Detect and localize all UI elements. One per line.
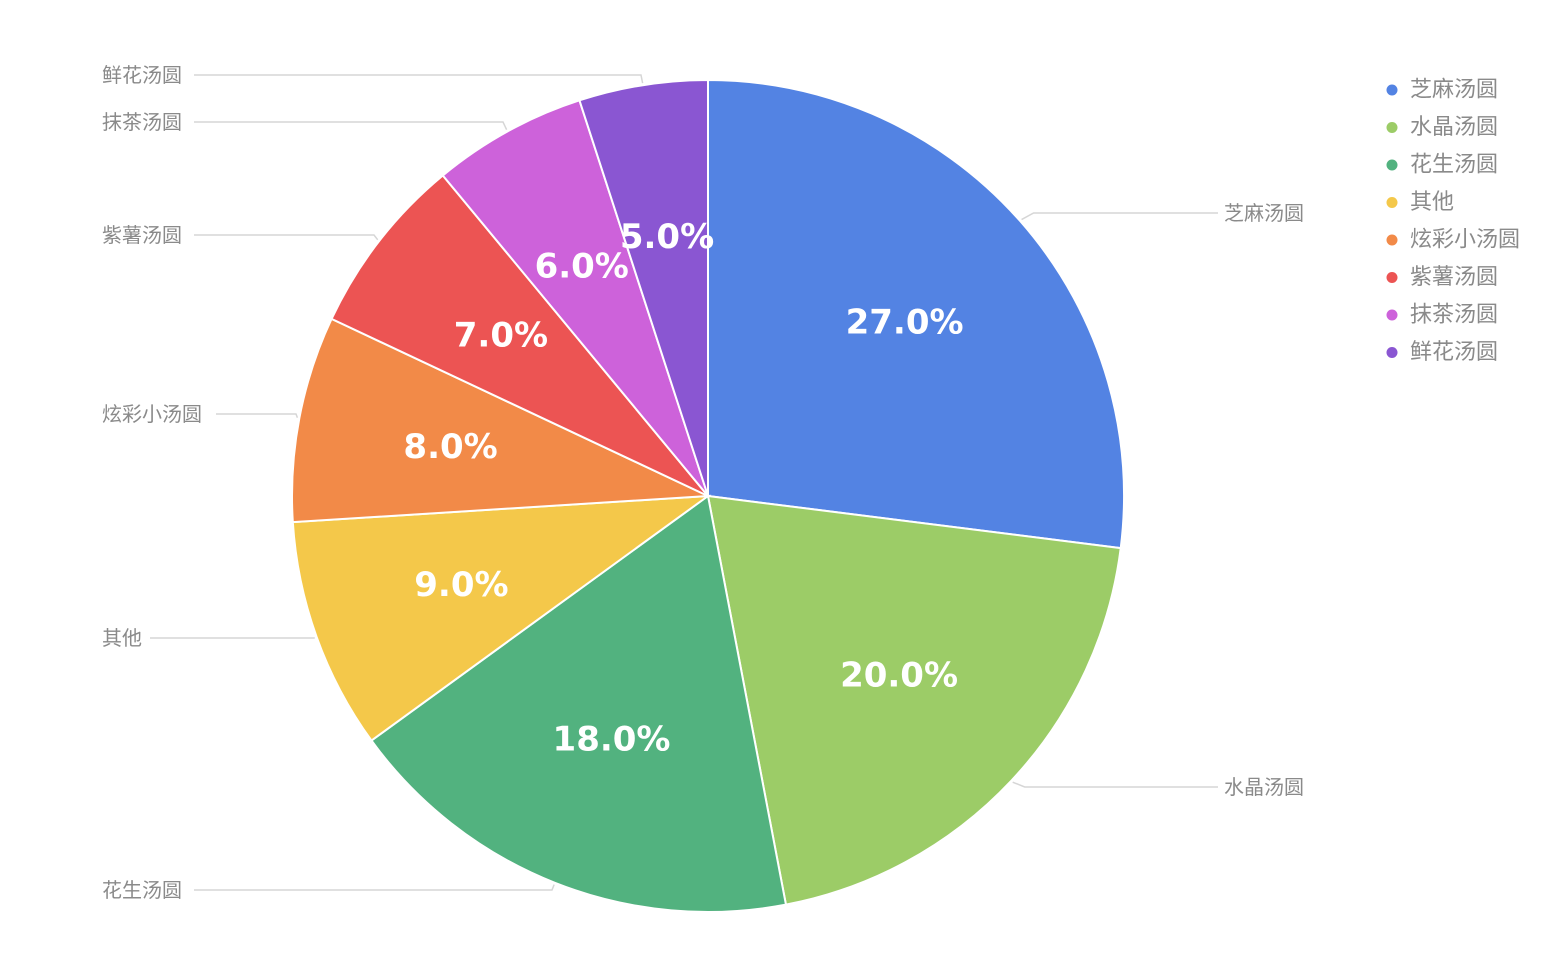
legend-item-label[interactable]: 炫彩小汤圆 [1410, 228, 1520, 253]
legend-item-label[interactable]: 鲜花汤圆 [1410, 340, 1498, 365]
pie-slice-4 [291, 494, 712, 742]
pie-value-label: 6.0% [535, 246, 629, 286]
legend-marker [1386, 159, 1398, 171]
callout-label: 花生汤圆 [102, 878, 182, 902]
pie-slice-7 [441, 99, 709, 497]
legend-marker [1386, 347, 1398, 358]
callout-label: 紫薯汤圆 [102, 223, 182, 247]
legend-marker [1386, 197, 1398, 208]
legend-item-label[interactable]: 抹茶汤圆 [1410, 303, 1498, 328]
callout-line [194, 74, 644, 84]
callout-label: 芝麻汤圆 [1224, 201, 1304, 225]
legend-item-label[interactable]: 其他 [1410, 190, 1454, 215]
callout-label: 鲜花汤圆 [102, 63, 182, 87]
callout-line [194, 234, 379, 241]
callout-label: 抹茶汤圆 [102, 110, 182, 134]
pie-slices [291, 78, 1125, 913]
pie-value-label: 7.0% [454, 315, 548, 355]
legend-item-label[interactable]: 花生汤圆 [1410, 153, 1498, 178]
percentage-labels: 27.0% 20.0% 18.0% 9.0% 8.0% 7.0% 6.0%5.0% [403, 217, 963, 760]
callout-line [1021, 212, 1218, 221]
callout-line [216, 413, 299, 418]
legend-marker [1386, 122, 1398, 133]
callout-label: 炫彩小汤圆 [102, 402, 202, 426]
pie-value-label: 27.0% [846, 303, 964, 343]
callout-label: 其他 [102, 626, 142, 650]
pie-slice-3 [370, 494, 788, 913]
legend-item-label[interactable]: 芝麻汤圆 [1410, 78, 1498, 103]
callout-label: 水晶汤圆 [1224, 775, 1304, 799]
legend-item-label[interactable]: 紫薯汤圆 [1410, 265, 1498, 290]
legend-marker [1386, 309, 1398, 321]
pie-value-label: 18.0% [553, 720, 671, 760]
callout-line [194, 884, 555, 891]
legend-marker [1386, 272, 1398, 283]
legend-marker [1386, 234, 1398, 246]
pie-slice-1 [707, 78, 1125, 550]
callout-line [194, 121, 508, 131]
callout-line [1012, 781, 1218, 788]
pie-value-label: 9.0% [414, 565, 508, 605]
pie-value-label: 8.0% [403, 427, 497, 467]
legend-item-label[interactable]: 水晶汤圆 [1410, 115, 1498, 140]
pie-slice-2 [706, 494, 1122, 906]
pie-slice-8 [578, 78, 709, 497]
pie-slice-6 [330, 174, 709, 497]
pie-value-label: 20.0% [840, 655, 958, 695]
pie-slice-5 [291, 317, 709, 524]
pie-value-label: 5.0% [620, 217, 714, 257]
legend-marker [1386, 84, 1398, 96]
